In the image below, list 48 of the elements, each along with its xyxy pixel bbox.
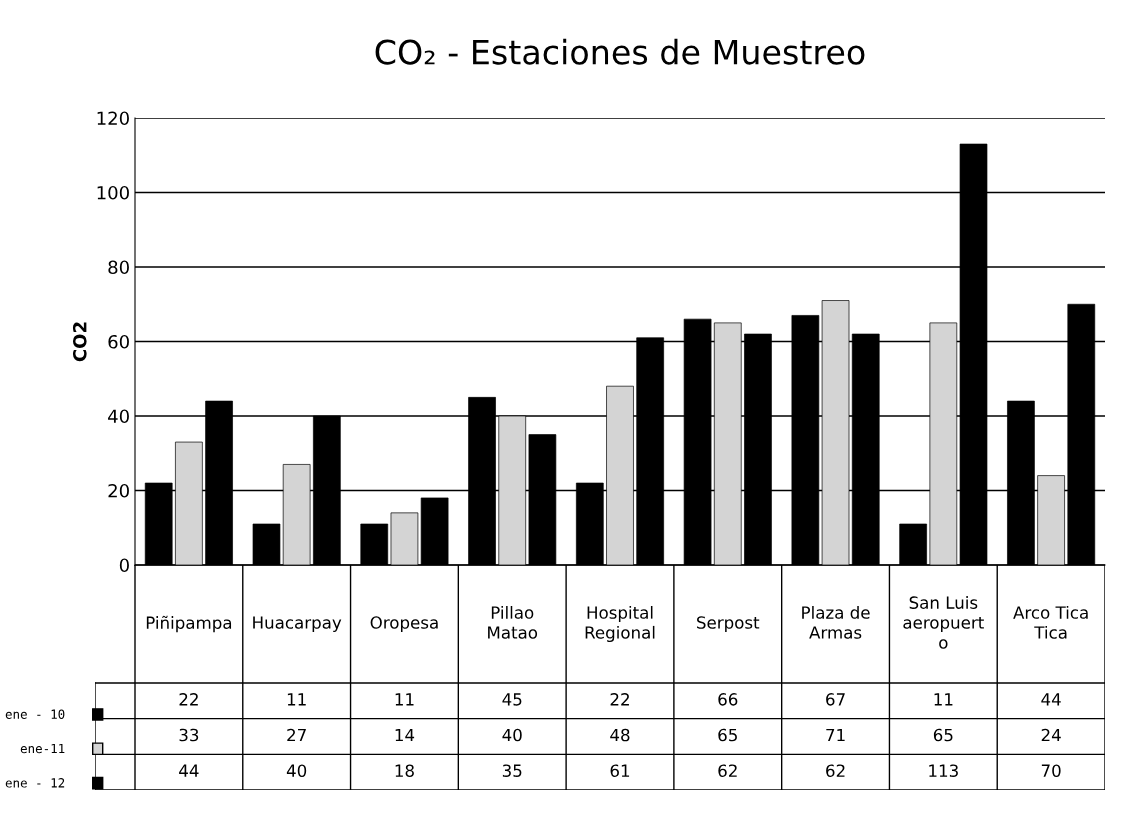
data-label: 14 [395,728,415,742]
y-tick-label: 0 [119,558,129,573]
x-tick-label: Piñipampa [146,615,232,633]
x-tick-label: Arco Tica Tica [1013,605,1088,639]
chart-title: CO₂ - Estaciones de Muestreo [375,38,865,65]
data-label: 62 [826,764,845,777]
data-label: 67 [826,693,845,706]
data-label: 65 [933,728,953,742]
data-label: 22 [179,693,198,706]
y-tick-label: 40 [108,409,129,424]
legend-label: ene-11 [20,743,65,754]
x-tick-label: Huacarpay [253,616,342,633]
data-label: 33 [179,728,199,742]
y-tick-label: 100 [97,185,129,200]
x-tick-label: San Luis aeropuert o [903,596,984,649]
y-tick-label: 60 [108,334,129,349]
legend-label: ene - 10 [5,709,65,719]
x-tick-label: Hospital Regional [585,605,655,643]
data-label: 65 [718,728,737,742]
data-label: 48 [610,728,630,742]
data-label: 11 [934,693,953,706]
data-label: 113 [929,764,958,777]
data-label: 11 [395,693,414,706]
data-label: 71 [826,728,845,742]
x-tick-label: Plaza de Armas [802,605,870,639]
data-label: 70 [1041,764,1061,777]
data-label: 44 [179,764,199,777]
data-label: 40 [502,728,522,742]
y-tick-label: 80 [108,260,129,275]
data-label: 11 [287,693,306,706]
data-label: 45 [502,693,522,706]
data-label: 35 [502,764,522,777]
data-label: 62 [718,764,737,777]
x-tick-label: Serpost [697,616,760,633]
data-label: 18 [395,764,414,777]
y-axis-title: CO2 [72,322,87,362]
x-tick-label: Pillao Matao [488,605,538,639]
data-label: 40 [286,764,307,777]
x-tick-label: Oropesa [370,616,438,633]
data-label: 66 [718,693,738,706]
data-label: 44 [1041,693,1061,706]
data-label: 27 [287,728,306,742]
y-tick-label: 120 [97,111,129,126]
data-label: 22 [610,693,629,706]
y-tick-label: 20 [108,483,129,498]
data-label: 61 [610,764,630,777]
data-label: 24 [1041,728,1061,742]
legend-label: ene - 12 [5,778,65,788]
